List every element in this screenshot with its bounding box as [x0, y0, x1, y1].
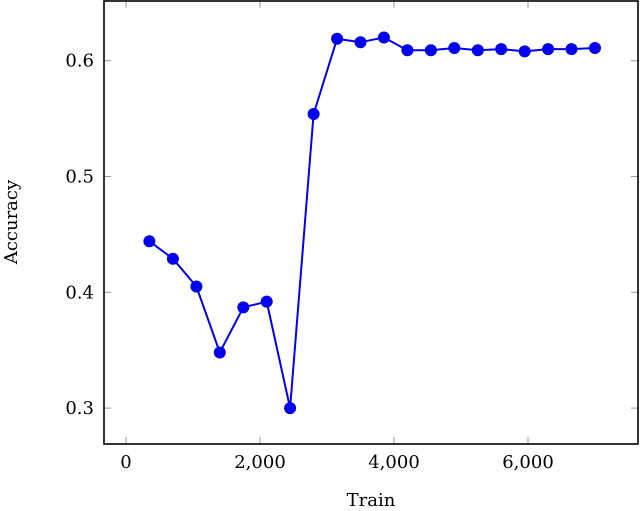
data-point-marker	[401, 44, 414, 57]
data-point-marker	[424, 44, 437, 57]
y-tick-label: 0.4	[65, 282, 94, 303]
x-axis-label: Train	[347, 490, 396, 511]
y-tick-label: 0.6	[65, 51, 94, 72]
x-tick-label: 6,000	[502, 452, 554, 473]
data-point-marker	[237, 301, 250, 314]
y-axis-label: Accuracy	[1, 179, 22, 265]
data-point-marker	[143, 235, 156, 248]
x-tick-label: 0	[120, 452, 131, 473]
data-point-marker	[354, 36, 367, 49]
data-point-marker	[284, 402, 297, 415]
data-point-marker	[166, 252, 179, 265]
tick-labels: 0 2,000 4,000 6,000 0.3 0.4 0.5 0.6	[65, 51, 553, 473]
data-point-marker	[213, 346, 226, 359]
series-markers	[143, 31, 601, 415]
data-point-marker	[190, 280, 203, 293]
data-point-marker	[331, 32, 344, 45]
data-point-marker	[542, 43, 555, 56]
plot-frame	[103, 0, 639, 445]
data-point-marker	[377, 31, 390, 44]
data-point-marker	[471, 44, 484, 57]
axis-ticks	[104, 1, 638, 444]
data-point-marker	[565, 43, 578, 56]
data-point-marker	[518, 45, 531, 58]
y-tick-label: 0.5	[65, 167, 94, 188]
y-tick-label: 0.3	[65, 398, 94, 419]
data-point-marker	[307, 108, 320, 120]
x-tick-label: 4,000	[368, 452, 420, 473]
data-point-marker	[495, 43, 508, 56]
x-tick-label: 2,000	[234, 452, 286, 473]
data-point-marker	[448, 42, 461, 54]
data-point-marker	[260, 295, 273, 308]
data-point-marker	[589, 42, 601, 54]
